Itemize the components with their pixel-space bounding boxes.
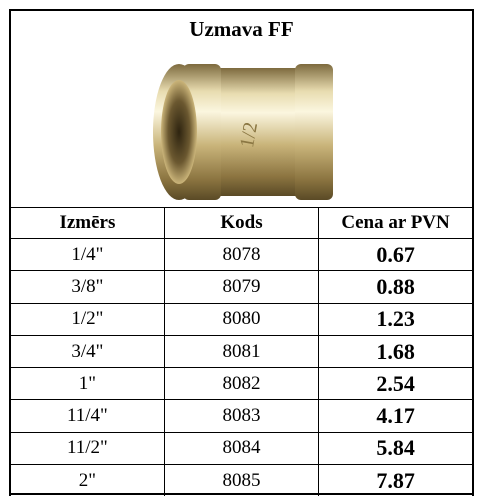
- column-header: Izmērs: [8, 207, 165, 239]
- column-header: Kods: [163, 207, 320, 239]
- price-cell: 4.17: [318, 399, 475, 433]
- svg-text:1/2: 1/2: [236, 120, 262, 149]
- cell: 1": [8, 367, 165, 401]
- cell: 3/8": [8, 270, 165, 304]
- product-image: 1/2: [153, 64, 333, 200]
- price-cell: 0.67: [318, 237, 475, 272]
- cell: 3/4": [8, 334, 165, 369]
- table-row: 3/4" 8081 1.68: [8, 334, 475, 369]
- cell: 1/2": [8, 302, 165, 336]
- price-cell: 2.54: [318, 367, 475, 401]
- price-cell: 5.84: [318, 431, 475, 466]
- cell: 2": [8, 464, 165, 497]
- cell: 8085: [163, 464, 320, 497]
- cell: 11/4": [8, 399, 165, 433]
- price-cell: 1.23: [318, 302, 475, 336]
- header-row: Izmērs Kods Cena ar PVN: [8, 207, 475, 239]
- price-cell: 7.87: [318, 464, 475, 497]
- table-row: 3/8" 8079 0.88: [8, 270, 475, 304]
- price-cell: 1.68: [318, 334, 475, 369]
- cell: 8081: [163, 334, 320, 369]
- price-cell: 0.88: [318, 270, 475, 304]
- column-header: Cena ar PVN: [318, 207, 475, 239]
- cell: 8078: [163, 237, 320, 272]
- table-row: 1" 8082 2.54: [8, 367, 475, 401]
- title: Uzmava FF: [189, 17, 294, 41]
- cell: 8082: [163, 367, 320, 401]
- price-table: Izmērs Kods Cena ar PVN 1/4" 8078 0.67 3/8" 80…: [8, 207, 475, 497]
- table-row: 2" 8085 7.87: [8, 464, 475, 497]
- cell: 11/2": [8, 431, 165, 466]
- cell: 8083: [163, 399, 320, 433]
- table-row: 1/2" 8080 1.23: [8, 302, 475, 336]
- cell: 8080: [163, 302, 320, 336]
- cell: 1/4": [8, 237, 165, 272]
- table-row: 1/4" 8078 0.67: [8, 237, 475, 272]
- cell: 8079: [163, 270, 320, 304]
- table-row: 11/4" 8083 4.17: [8, 399, 475, 433]
- product-card: Uzmava FF 1/2 Izmērs Kods Cena ar PVN: [8, 9, 475, 497]
- cell: 8084: [163, 431, 320, 466]
- table-row: 11/2" 8084 5.84: [8, 431, 475, 466]
